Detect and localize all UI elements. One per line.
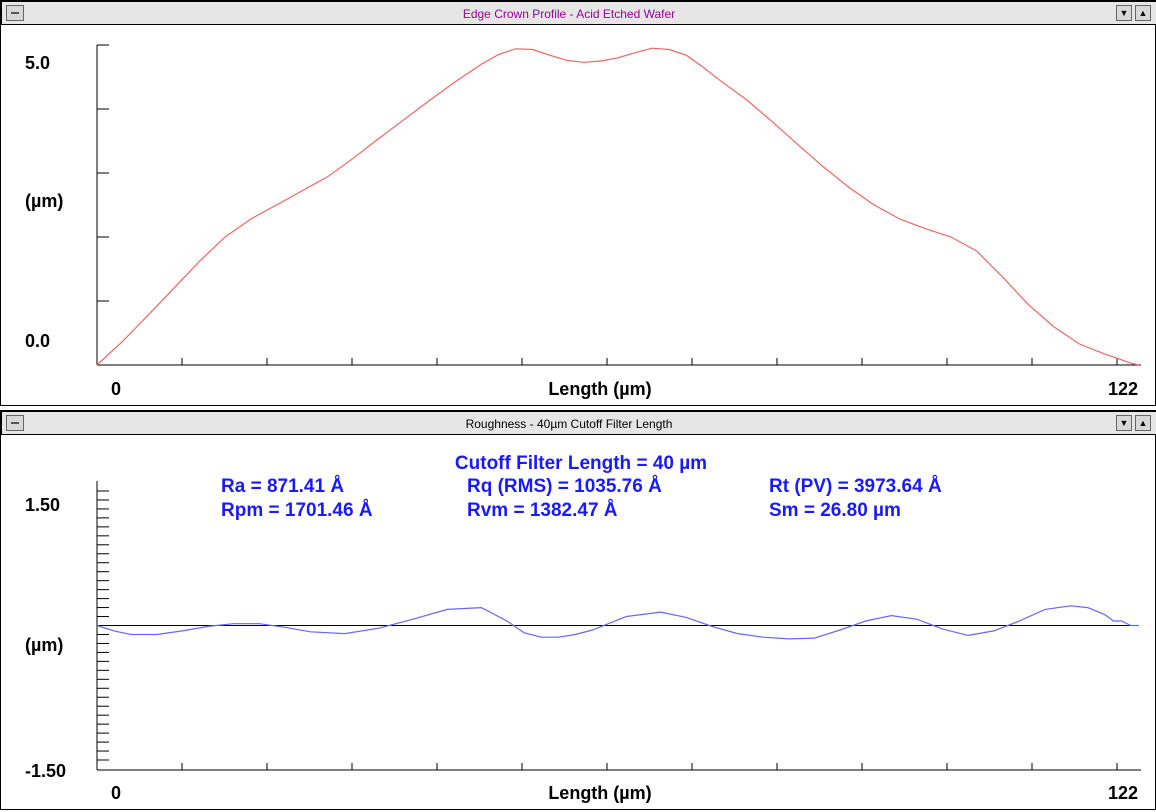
- stat-rpm: Rpm = 1701.46 Å: [221, 500, 373, 521]
- minimize-arrow-icon[interactable]: ▼: [1116, 5, 1132, 21]
- maximize-arrow-icon[interactable]: ▲: [1135, 415, 1151, 431]
- system-menu-icon[interactable]: [6, 5, 24, 21]
- stat-ra: Ra = 871.41 Å: [221, 476, 344, 497]
- x-axis-label: Length (µm): [548, 783, 651, 803]
- y-tick-label-max: 1.50: [25, 495, 60, 515]
- cutoff-filter-header: Cutoff Filter Length = 40 µm: [455, 453, 707, 474]
- x-tick-label-max: 122: [1108, 379, 1138, 399]
- profile-window: Edge Crown Profile - Acid Etched Wafer ▼…: [0, 0, 1156, 406]
- y-tick-label-max: 5.0: [25, 53, 50, 73]
- profile-line: [96, 47, 1140, 366]
- y-tick-label-min: 0.0: [25, 331, 50, 351]
- x-tick-label-min: 0: [111, 379, 121, 399]
- roughness-title-bar[interactable]: Roughness - 40µm Cutoff Filter Length ▼ …: [1, 411, 1156, 435]
- minimize-arrow-icon[interactable]: ▼: [1116, 415, 1132, 431]
- x-axis-label: Length (µm): [548, 379, 651, 399]
- y-axis-label: (µm): [25, 191, 63, 211]
- profile-title-bar[interactable]: Edge Crown Profile - Acid Etched Wafer ▼…: [1, 1, 1156, 25]
- x-tick-label-max: 122: [1108, 783, 1138, 803]
- roughness-window: Roughness - 40µm Cutoff Filter Length ▼ …: [0, 410, 1156, 810]
- roughness-chart: Cutoff Filter Length = 40 µm Ra = 871.41…: [25, 453, 1141, 803]
- profile-window-title: Edge Crown Profile - Acid Etched Wafer: [462, 7, 676, 21]
- roughness-line: [96, 605, 1139, 640]
- y-axis-label: (µm): [25, 635, 63, 655]
- stat-rt: Rt (PV) = 3973.64 Å: [769, 476, 942, 497]
- profile-chart: 5.0 (µm) 0.0 0 Length (µm) 122: [25, 44, 1141, 399]
- stat-sm: Sm = 26.80 µm: [769, 500, 901, 521]
- roughness-window-title: Roughness - 40µm Cutoff Filter Length: [465, 417, 673, 431]
- system-menu-icon[interactable]: [6, 415, 24, 431]
- stat-rvm: Rvm = 1382.47 Å: [467, 500, 618, 521]
- stat-rq: Rq (RMS) = 1035.76 Å: [467, 476, 662, 497]
- y-tick-label-min: -1.50: [25, 761, 66, 781]
- x-tick-label-min: 0: [111, 783, 121, 803]
- maximize-arrow-icon[interactable]: ▲: [1135, 5, 1151, 21]
